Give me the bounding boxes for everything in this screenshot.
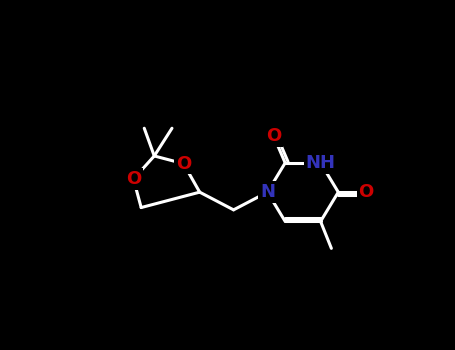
Text: O: O: [266, 127, 281, 145]
Text: O: O: [176, 155, 191, 173]
Text: N: N: [260, 183, 275, 201]
Text: O: O: [126, 170, 141, 188]
Text: NH: NH: [306, 154, 336, 172]
Text: O: O: [359, 183, 374, 201]
